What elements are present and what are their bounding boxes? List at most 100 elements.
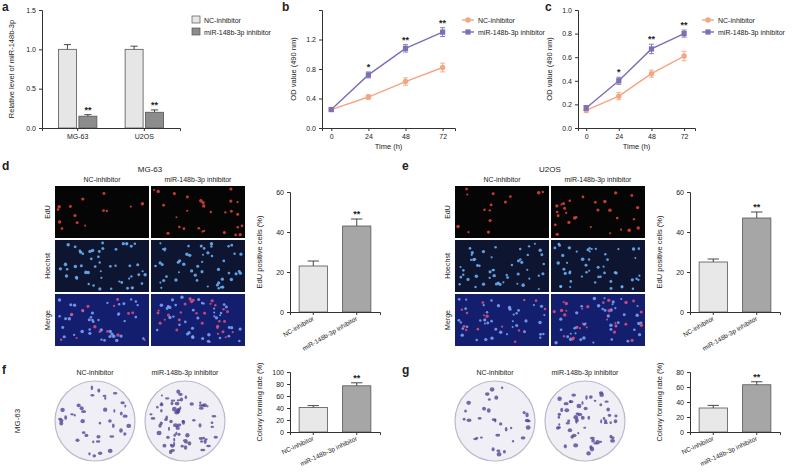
x-axis-tick: 0: [330, 128, 334, 140]
cell-nucleus: [109, 265, 112, 268]
cell-nucleus: [180, 296, 183, 299]
cell-nucleus: [141, 282, 144, 285]
bar-chart: NC-inhibitormiR-148b-3p inhibitor0204060…: [255, 362, 381, 468]
colony: [149, 413, 152, 415]
error-bar: [440, 28, 445, 37]
cell-nucleus: [466, 278, 469, 281]
cell-nucleus: [106, 302, 108, 304]
colony: [581, 401, 583, 405]
colony: [97, 389, 100, 393]
x-axis-tick: NC-inhibitor: [282, 312, 316, 338]
cell-nucleus: [58, 315, 61, 318]
colony: [614, 419, 618, 423]
x-axis: MG-63U2OS: [43, 128, 181, 140]
cell-nucleus: [520, 261, 523, 264]
colony: [608, 414, 611, 417]
y-axis: 0.00.40.81.2: [306, 11, 322, 132]
cell-nucleus: [91, 311, 94, 314]
colony: [188, 441, 192, 445]
y-axis-tick-mark: [687, 432, 690, 433]
cell-nucleus: [490, 204, 493, 207]
cell-nucleus: [544, 308, 546, 310]
cell-nucleus: [581, 308, 583, 310]
cell-nucleus: [171, 298, 174, 301]
cell-nucleus: [623, 313, 626, 316]
colony: [99, 422, 101, 425]
x-axis-tick: 24: [365, 128, 373, 140]
cell-nucleus: [220, 312, 222, 314]
cell-nucleus: [617, 248, 619, 250]
colony: [610, 439, 615, 443]
micrograph: [55, 186, 149, 238]
cell-nucleus: [58, 298, 61, 301]
colony: [488, 398, 491, 400]
colony: [64, 415, 67, 420]
cell-nucleus: [484, 323, 486, 325]
cell-nucleus: [122, 302, 125, 305]
cell-nucleus: [607, 314, 610, 317]
cell-nucleus: [466, 194, 468, 196]
colony: [185, 395, 187, 399]
cell-nucleus: [608, 208, 612, 212]
colony: [586, 451, 591, 455]
y-axis-tick-label: 1.5: [26, 7, 36, 14]
y-axis-line: [575, 11, 579, 129]
cell-nucleus: [517, 259, 520, 262]
cell-nucleus: [596, 208, 599, 211]
colony: [171, 449, 175, 452]
cell-nucleus: [57, 208, 59, 210]
colony: [168, 427, 170, 431]
cell-nucleus: [483, 314, 485, 316]
error-bar: [616, 77, 621, 84]
colony: [120, 401, 124, 404]
y-axis-tick: 0.2: [562, 101, 578, 108]
cell-nucleus: [624, 323, 627, 326]
cell-nucleus: [92, 320, 95, 323]
cell-nucleus: [186, 210, 188, 212]
plot-marks: [299, 219, 371, 312]
x-axis-tick: miR-148b-3p inhibitor: [701, 312, 760, 353]
series-line: [586, 34, 684, 108]
colony: [59, 422, 63, 426]
cell-nucleus: [114, 265, 116, 267]
point: [616, 93, 621, 98]
colony: [126, 424, 131, 428]
cell-nucleus: [166, 232, 169, 235]
error-bar: [616, 93, 621, 100]
colony: [88, 452, 90, 455]
micrograph: [455, 240, 549, 292]
cell-nucleus: [594, 201, 597, 204]
cell-nucleus: [131, 286, 134, 289]
cell-nucleus: [190, 269, 193, 272]
cell-nucleus: [539, 336, 541, 338]
cell-nucleus: [106, 210, 108, 212]
cell-nucleus: [484, 338, 487, 341]
colony: [558, 423, 560, 426]
point: [649, 46, 654, 51]
legend-label: NC-inhibitor: [718, 17, 756, 24]
cell-nucleus: [175, 329, 178, 332]
y-axis-tick: 1.0: [562, 7, 578, 14]
colony: [569, 400, 574, 403]
y-axis-tick-mark: [687, 387, 690, 388]
colony: [169, 420, 172, 424]
bar: [343, 226, 371, 312]
colony: [92, 454, 96, 457]
cell-nucleus: [526, 269, 528, 271]
cell-nucleus: [92, 284, 95, 287]
error-bar: [403, 78, 408, 85]
y-axis-tick-label: 80: [276, 381, 284, 388]
x-axis-tick-label: NC-inhibitor: [681, 434, 716, 455]
cell-nucleus: [565, 302, 569, 306]
y-axis: 0204060: [676, 189, 690, 316]
colony: [80, 419, 85, 423]
cell-nucleus: [197, 298, 200, 301]
cell-nucleus: [159, 282, 161, 284]
cell-nucleus: [554, 223, 557, 226]
cell-nucleus: [579, 327, 581, 329]
x-axis-tick-mark: [144, 128, 145, 131]
cell-nucleus: [214, 304, 216, 306]
cell-nucleus: [167, 313, 170, 316]
x-axis-tick-mark: [313, 432, 314, 435]
y-axis-tick-mark: [287, 272, 290, 273]
